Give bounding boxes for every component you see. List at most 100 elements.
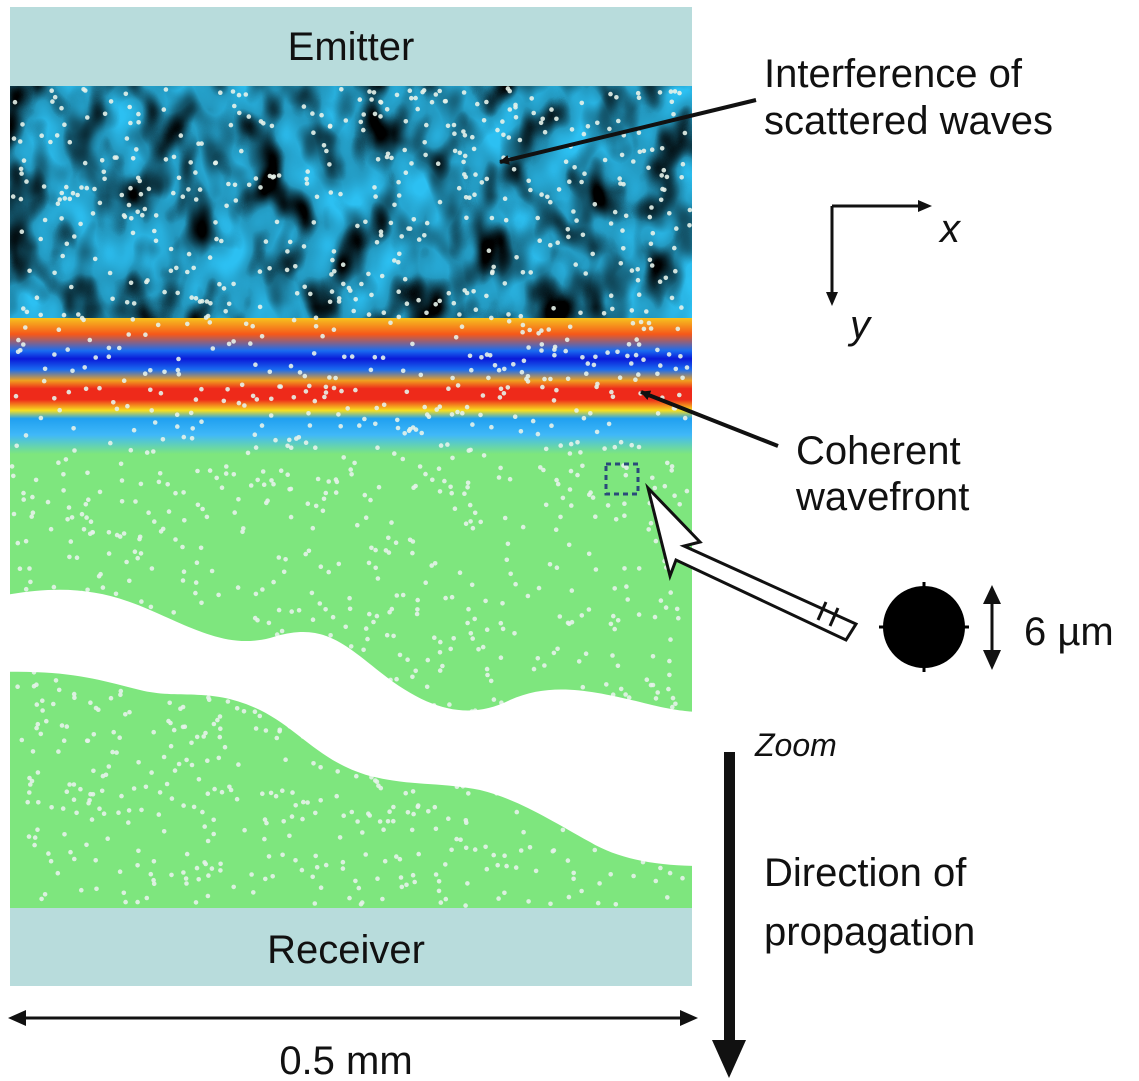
- scatterer-dot: [649, 147, 655, 152]
- scatterer-dot: [315, 476, 321, 482]
- scatterer-dot: [489, 215, 495, 221]
- scatterer-dot: [270, 874, 276, 879]
- scatterer-dot: [268, 413, 274, 418]
- scatterer-dot: [650, 475, 655, 481]
- scatterer-dot: [575, 472, 580, 478]
- scatterer-dot: [62, 196, 68, 201]
- scatterer-dot: [257, 304, 263, 310]
- scatterer-dot: [555, 646, 560, 652]
- scatterer-dot: [362, 492, 368, 498]
- scatterer-dot: [42, 366, 48, 372]
- scatterer-dot: [463, 521, 469, 526]
- scatterer-dot: [667, 870, 673, 876]
- zoom-source-square: [604, 462, 640, 496]
- scatterer-dot: [114, 406, 120, 412]
- scatterer-dot: [40, 708, 45, 713]
- scatterer-dot: [366, 312, 372, 317]
- scatterer-dot: [27, 790, 32, 795]
- scatterer-dot: [542, 376, 547, 382]
- scatterer-dot: [567, 324, 573, 330]
- scatterer-dot: [385, 151, 391, 157]
- scatterer-dot: [283, 757, 288, 762]
- scatterer-dot: [90, 530, 95, 535]
- scatterer-dot: [526, 345, 531, 350]
- scatterer-dot: [518, 429, 524, 434]
- scatterer-dot: [373, 565, 379, 571]
- scatterer-dot: [518, 848, 524, 853]
- scatterer-dot: [618, 261, 624, 266]
- scatterer-dot: [400, 368, 406, 374]
- scatterer-dot: [650, 654, 656, 659]
- scatterer-dot: [400, 456, 406, 462]
- scatterer-dot: [424, 412, 430, 417]
- scatterer-dot: [175, 290, 180, 296]
- scatterer-dot: [62, 832, 67, 837]
- scatterer-dot: [571, 209, 576, 214]
- scatterer-dot: [443, 862, 448, 867]
- scatterer-dot: [32, 835, 38, 840]
- scatterer-dot: [362, 416, 367, 422]
- scatterer-dot: [586, 551, 592, 557]
- scatterer-dot: [498, 465, 503, 471]
- scatterer-dot: [288, 445, 294, 451]
- scatterer-dot: [259, 334, 265, 339]
- scatterer-dot: [472, 616, 478, 622]
- scatterer-dot: [10, 194, 16, 199]
- scatterer-dot: [199, 600, 204, 606]
- scatterer-dot: [392, 202, 397, 208]
- scatterer-dot: [375, 157, 381, 162]
- scatterer-dot: [163, 87, 169, 92]
- scatterer-dot: [658, 363, 663, 368]
- scatterer-dot: [566, 234, 571, 240]
- axis-x-label: x: [938, 207, 962, 251]
- scatterer-dot: [102, 111, 108, 117]
- scatterer-dot: [18, 196, 24, 202]
- scatterer-dot: [560, 495, 566, 501]
- scatterer-dot: [572, 165, 577, 170]
- scatterer-dot: [334, 479, 340, 485]
- scatterer-dot: [565, 227, 571, 232]
- scatterer-dot: [301, 104, 307, 109]
- scatterer-dot: [243, 321, 249, 327]
- emitter-bar: [10, 7, 692, 86]
- scatterer-dot: [610, 306, 615, 312]
- scatterer-dot: [127, 104, 132, 110]
- scatterer-dot: [416, 297, 421, 303]
- scatterer-dot: [371, 90, 377, 95]
- scatterer-dot: [486, 248, 492, 253]
- scatterer-dot: [574, 408, 579, 413]
- scatterer-dot: [672, 493, 677, 499]
- scatterer-dot: [253, 176, 259, 181]
- scatterer-dot: [438, 900, 444, 905]
- scatterer-dot: [312, 901, 318, 906]
- scatterer-dot: [18, 166, 24, 172]
- scatterer-dot: [320, 333, 325, 339]
- scatterer-dot: [514, 254, 519, 260]
- zoom-arrow: [645, 482, 859, 642]
- scatterer-dot: [492, 363, 498, 368]
- scatterer-dot: [21, 497, 27, 502]
- scatterer-dot: [631, 873, 636, 879]
- scatterer-dot: [531, 110, 536, 116]
- scatterer-dot: [214, 236, 219, 242]
- scatterer-dot: [594, 429, 600, 435]
- scatterer-dot: [201, 734, 206, 739]
- scatterer-dot: [138, 481, 144, 487]
- scatterer-dot: [410, 872, 416, 878]
- scatterer-dot: [310, 617, 316, 622]
- scatterer-dot: [302, 284, 308, 290]
- scatterer-dot: [99, 788, 105, 794]
- scatterer-dot: [313, 503, 319, 509]
- scatterer-dot: [430, 477, 435, 483]
- scatterer-dot: [83, 386, 89, 392]
- scatterer-dot: [502, 281, 508, 286]
- scatterer-dot: [554, 477, 559, 483]
- particle-size-arrow: [983, 585, 1001, 670]
- scatterer-dot: [217, 714, 223, 719]
- scatterer-dot: [206, 695, 211, 700]
- scatterer-dot: [165, 482, 170, 487]
- scatterer-dot: [168, 246, 174, 252]
- scatterer-dot: [593, 354, 598, 360]
- scatterer-dot: [279, 628, 285, 634]
- scatterer-dot: [568, 441, 574, 447]
